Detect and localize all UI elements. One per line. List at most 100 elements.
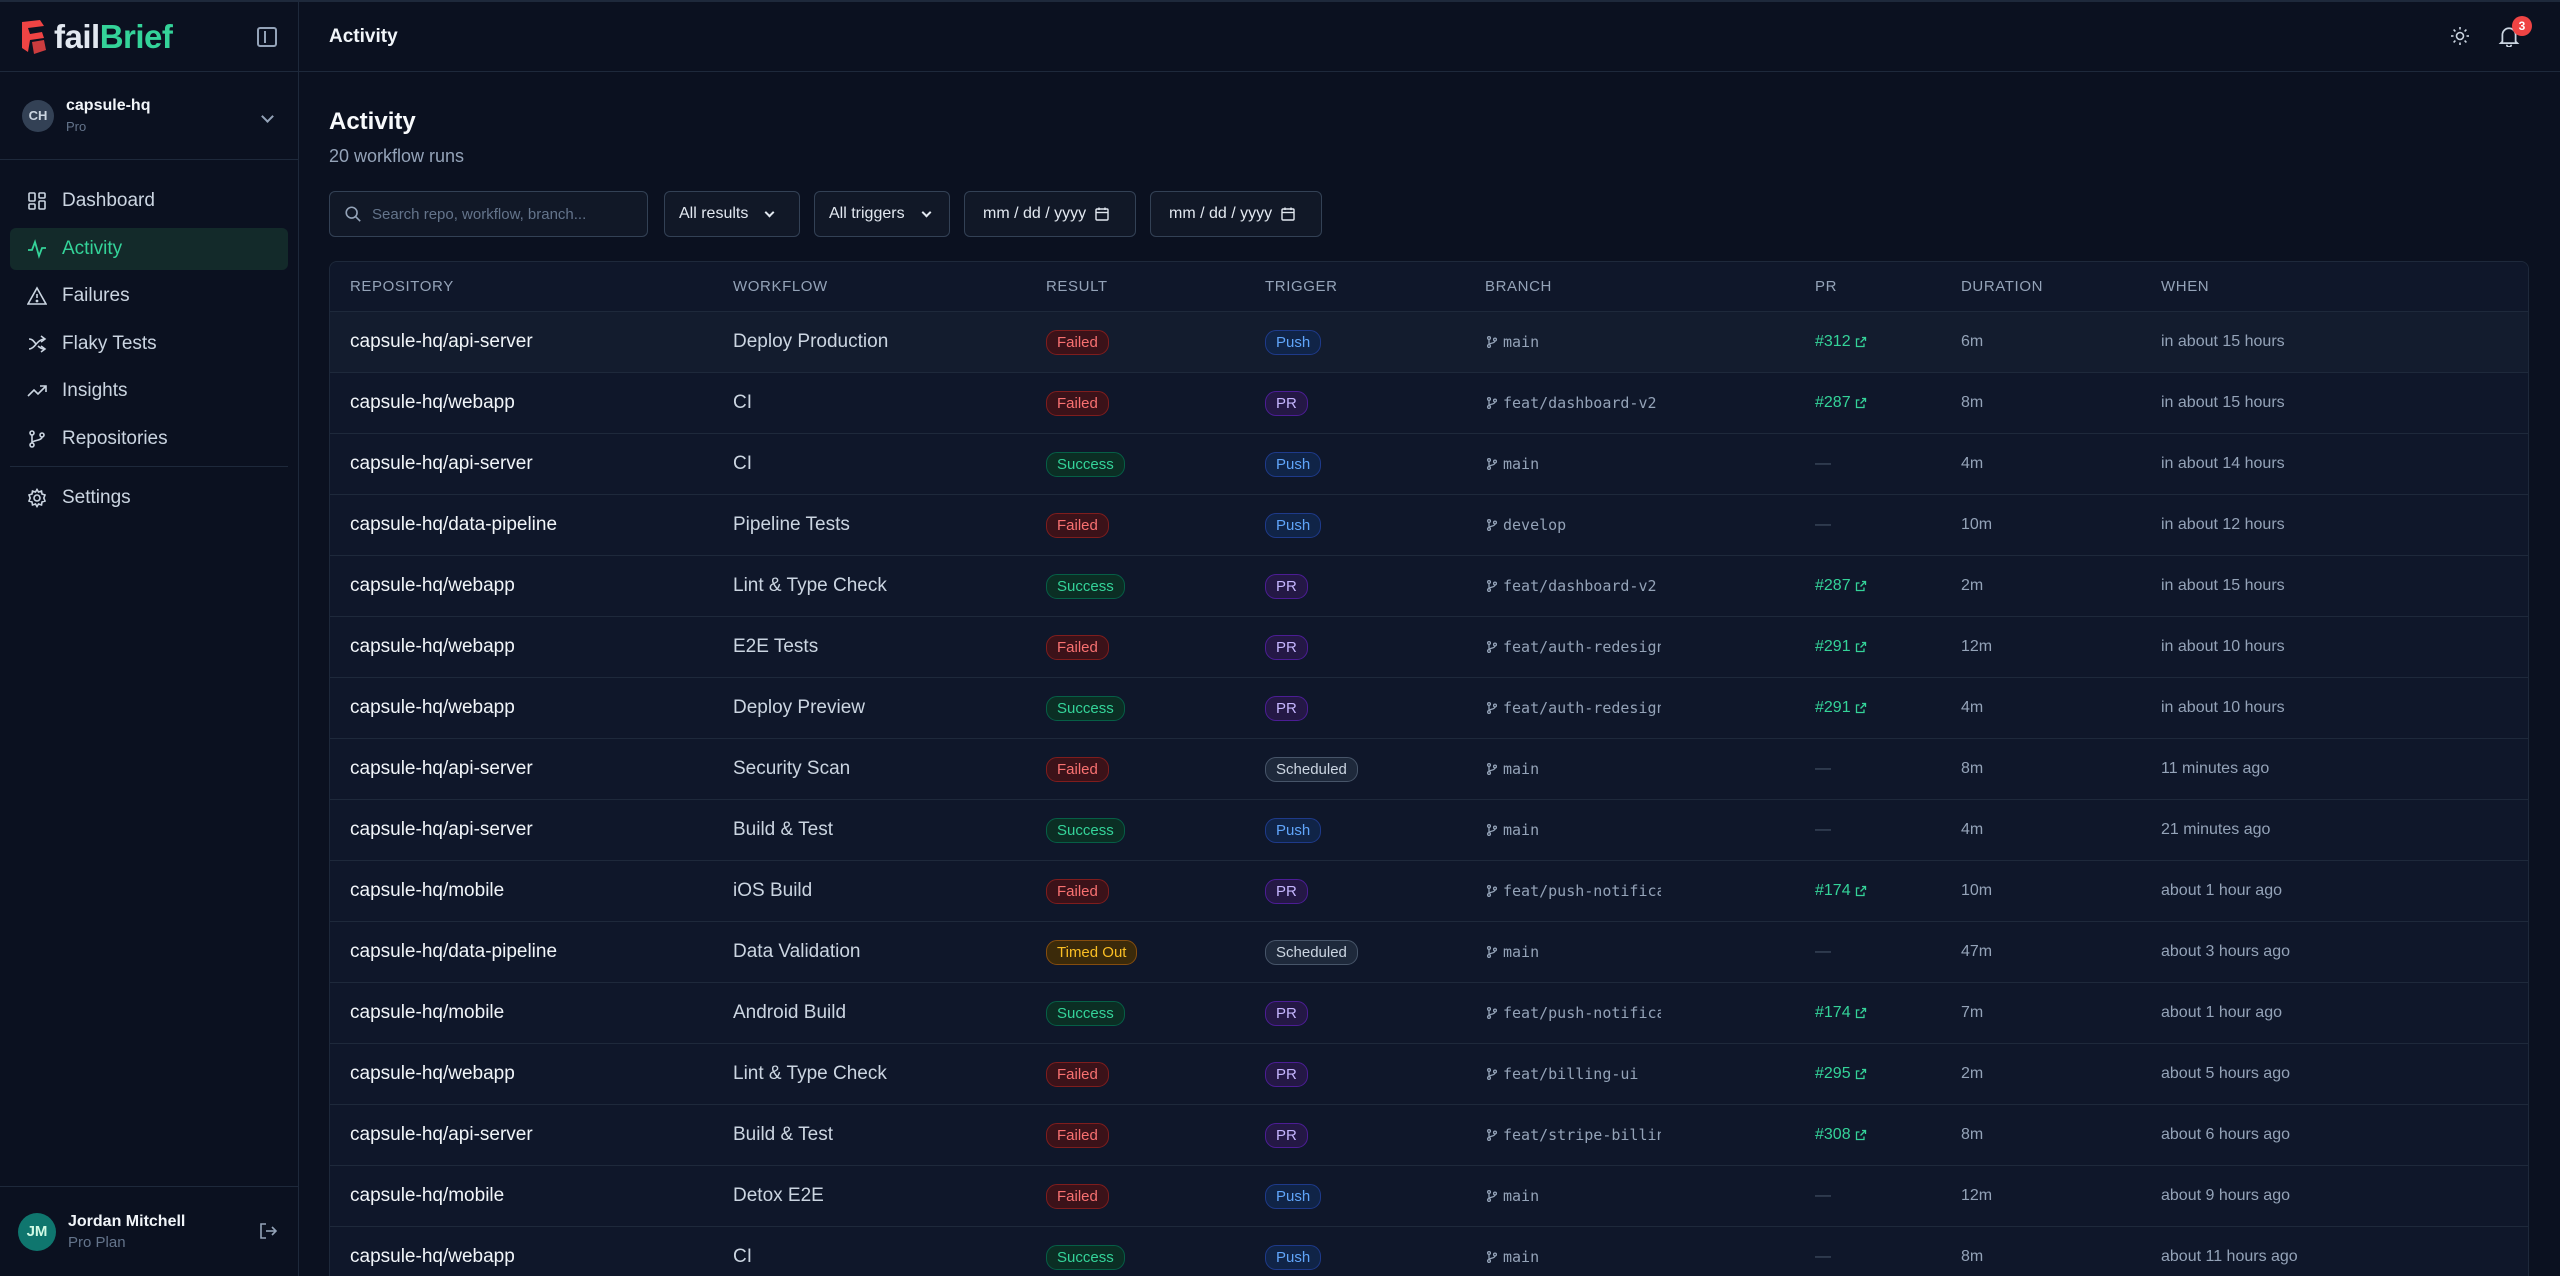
date-to-input[interactable]: mm / dd / yyyy: [1150, 191, 1322, 237]
chevron-down-icon: [261, 110, 274, 123]
pr-link: —: [1815, 760, 1961, 778]
pr-link[interactable]: #291: [1815, 638, 1961, 656]
column-header-workflow[interactable]: Workflow: [733, 278, 828, 295]
sidebar-collapse-icon[interactable]: [257, 27, 277, 47]
table-row[interactable]: capsule-hq/api-server Build & Test Success…: [330, 800, 2528, 861]
table-row[interactable]: capsule-hq/webapp CI Failed PR feat/dashboar…: [330, 373, 2528, 434]
branch: main: [1485, 1248, 1661, 1266]
date-from-input[interactable]: mm / dd / yyyy: [964, 191, 1136, 237]
pr-link[interactable]: #312: [1815, 333, 1961, 351]
logo-text-brief: Brief: [99, 17, 173, 55]
sidebar-item-activity[interactable]: Activity: [10, 227, 288, 270]
pr-link[interactable]: #287: [1815, 577, 1961, 595]
run-time: about 9 hours ago: [2161, 1187, 2290, 1204]
table-row[interactable]: capsule-hq/webapp CI Success Push main — 8m abo…: [330, 1227, 2528, 1276]
table-row[interactable]: capsule-hq/api-server Security Scan Failed…: [330, 739, 2528, 800]
sidebar-item-dashboard[interactable]: Dashboard: [10, 180, 288, 222]
result-badge: Failed: [1046, 1183, 1109, 1209]
date-from-value: mm / dd / yyyy: [983, 205, 1087, 222]
branch: main: [1485, 821, 1661, 839]
sidebar-item-flaky-tests[interactable]: Flaky Tests: [10, 323, 288, 365]
pr-link: —: [1815, 1187, 1961, 1205]
user-name: Jordan Mitchell: [68, 1212, 186, 1230]
duration: 10m: [1961, 882, 1993, 899]
workflow-name: Deploy Production: [733, 331, 889, 352]
pr-link[interactable]: #295: [1815, 1065, 1961, 1083]
external-link-icon: [1855, 1068, 1866, 1080]
pr-number: #287: [1815, 577, 1851, 594]
workflow-name: CI: [733, 392, 752, 413]
result-filter-select[interactable]: All results: [664, 191, 800, 237]
trigger-badge: PR: [1265, 1122, 1308, 1148]
logout-icon[interactable]: [258, 1221, 278, 1241]
repo-name: capsule-hq/mobile: [350, 1185, 505, 1206]
workflow-name: iOS Build: [733, 880, 813, 901]
pr-link[interactable]: #174: [1815, 882, 1961, 900]
table-row[interactable]: capsule-hq/api-server CI Success Push main — 4…: [330, 434, 2528, 495]
sidebar-item-label: Insights: [62, 380, 128, 402]
column-header-trigger[interactable]: Trigger: [1265, 278, 1338, 295]
column-header-branch[interactable]: Branch: [1485, 278, 1552, 295]
topbar-title: Activity: [329, 25, 398, 47]
table-row[interactable]: capsule-hq/webapp Lint & Type Check Failed…: [330, 1044, 2528, 1105]
table-row[interactable]: capsule-hq/mobile Detox E2E Failed Push main…: [330, 1166, 2528, 1227]
pr-link[interactable]: #291: [1815, 699, 1961, 717]
column-header-result[interactable]: Result: [1046, 278, 1108, 295]
page-title: Activity: [329, 108, 416, 135]
table-row[interactable]: capsule-hq/mobile iOS Build Failed PR feat/p…: [330, 861, 2528, 922]
trigger-badge: PR: [1265, 695, 1308, 721]
theme-toggle-icon[interactable]: [2450, 26, 2470, 46]
branch-name: feat/push-notifications: [1503, 882, 1661, 900]
sidebar-item-repositories[interactable]: Repositories: [10, 418, 288, 460]
table-row[interactable]: capsule-hq/api-server Deploy Production Fa…: [330, 312, 2528, 373]
chevron-down-icon: [764, 207, 775, 217]
column-header-when[interactable]: When: [2161, 278, 2210, 295]
branch: feat/push-notifications: [1485, 1004, 1661, 1022]
search-input[interactable]: [372, 205, 612, 223]
org-switcher[interactable]: CH capsule-hq Pro: [0, 72, 298, 160]
pr-number: —: [1815, 821, 1831, 838]
table-row[interactable]: capsule-hq/data-pipeline Data Validation T…: [330, 922, 2528, 983]
logo[interactable]: failBrief: [0, 2, 298, 72]
repo-name: capsule-hq/api-server: [350, 1124, 533, 1145]
trigger-badge: PR: [1265, 390, 1308, 416]
git-branch-icon: [1486, 396, 1498, 410]
table-row[interactable]: capsule-hq/api-server Build & Test Failed P…: [330, 1105, 2528, 1166]
table-row[interactable]: capsule-hq/data-pipeline Pipeline Tests Fa…: [330, 495, 2528, 556]
table-row[interactable]: capsule-hq/webapp E2E Tests Failed PR feat/a…: [330, 617, 2528, 678]
run-time: in about 10 hours: [2161, 699, 2285, 716]
result-badge: Success: [1046, 1244, 1125, 1270]
git-branch-icon: [1486, 1006, 1498, 1020]
table-row[interactable]: capsule-hq/webapp Lint & Type Check Succes…: [330, 556, 2528, 617]
repo-name: capsule-hq/api-server: [350, 453, 533, 474]
user-plan: Pro Plan: [68, 1233, 126, 1251]
pr-link[interactable]: #287: [1815, 394, 1961, 412]
pr-link[interactable]: #308: [1815, 1126, 1961, 1144]
duration: 12m: [1961, 1187, 1993, 1204]
sidebar-item-insights[interactable]: Insights: [10, 370, 288, 412]
table-row[interactable]: capsule-hq/mobile Android Build Success PR f…: [330, 983, 2528, 1044]
bell-icon[interactable]: [2498, 25, 2520, 47]
column-header-repository[interactable]: Repository: [350, 278, 454, 295]
sidebar-item-failures[interactable]: Failures: [10, 275, 288, 317]
table-row[interactable]: capsule-hq/webapp Deploy Preview Success PR…: [330, 678, 2528, 739]
pr-number: #174: [1815, 882, 1851, 899]
pr-link[interactable]: #174: [1815, 1004, 1961, 1022]
search-box[interactable]: [329, 191, 648, 237]
run-time: about 3 hours ago: [2161, 943, 2290, 960]
page-content: Activity 20 workflow runs All results Al…: [299, 72, 2560, 1276]
git-branch-icon: [1486, 884, 1498, 898]
sidebar-item-settings[interactable]: Settings: [10, 477, 288, 519]
workflow-name: E2E Tests: [733, 636, 819, 657]
column-header-duration[interactable]: Duration: [1961, 278, 2044, 295]
trigger-filter-select[interactable]: All triggers: [814, 191, 950, 237]
user-profile[interactable]: JM Jordan Mitchell Pro Plan: [0, 1186, 298, 1276]
git-branch-icon: [1486, 518, 1498, 532]
branch-name: main: [1503, 455, 1540, 473]
trigger-badge: Push: [1265, 451, 1322, 477]
git-branch-icon: [1486, 1250, 1498, 1264]
column-header-pr[interactable]: PR: [1815, 278, 1838, 295]
pr-link: —: [1815, 455, 1961, 473]
workflow-name: CI: [733, 453, 752, 474]
